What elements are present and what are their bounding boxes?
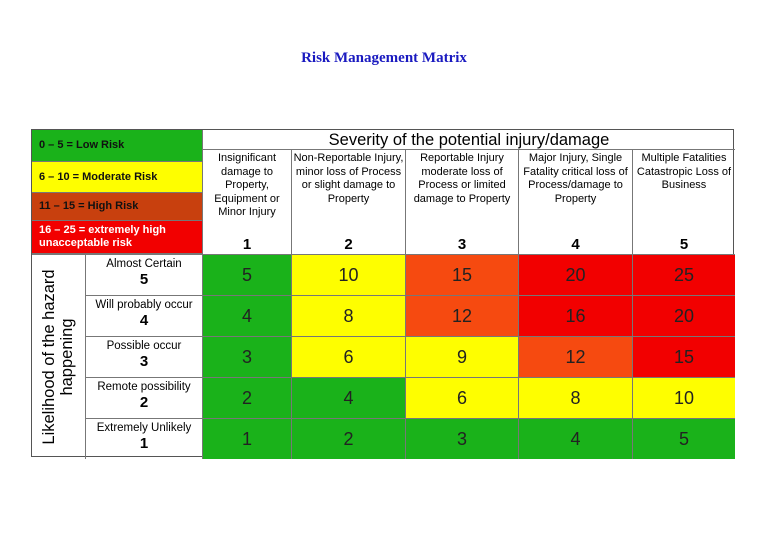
row-header: Will probably occur 4	[85, 295, 202, 336]
likelihood-title: Likelihood of the hazard happening	[40, 269, 76, 445]
column-header-number: 5	[679, 235, 689, 253]
row-header: Possible occur 3	[85, 336, 202, 377]
risk-score-cell: 2	[291, 418, 405, 459]
risk-score-cell: 12	[405, 295, 518, 336]
row-header: Remote possibility 2	[85, 377, 202, 418]
risk-score-cell: 5	[632, 418, 735, 459]
column-header-2: Non-Reportable Injury, minor loss of Pro…	[291, 150, 405, 254]
risk-score-cell: 4	[202, 295, 291, 336]
risk-score-cell: 8	[291, 295, 405, 336]
row-header-label: Will probably occur	[95, 299, 193, 311]
risk-score-cell: 15	[632, 336, 735, 377]
column-header-label: Reportable Injury moderate loss of Proce…	[413, 152, 511, 205]
column-header-label: Non-Reportable Injury, minor loss of Pro…	[293, 152, 404, 205]
column-header-label: Insignificant damage to Property, Equipm…	[214, 152, 280, 218]
column-header-number: 3	[457, 235, 467, 253]
column-header-5: Multiple Fatalities Catastropic Loss of …	[632, 150, 735, 254]
risk-score-cell: 6	[291, 336, 405, 377]
row-header: Extremely Unlikely 1	[85, 418, 202, 459]
risk-score-cell: 20	[632, 295, 735, 336]
column-header-1: Insignificant damage to Property, Equipm…	[202, 150, 291, 254]
column-header-3: Reportable Injury moderate loss of Proce…	[405, 150, 518, 254]
risk-score-cell: 4	[291, 377, 405, 418]
risk-score-cell: 4	[518, 418, 632, 459]
column-header-number: 2	[344, 235, 353, 253]
column-header-number: 4	[571, 235, 580, 253]
row-header-label: Possible occur	[106, 340, 182, 352]
row-header: Almost Certain 5	[85, 254, 202, 295]
risk-score-cell: 16	[518, 295, 632, 336]
risk-score-cell: 3	[405, 418, 518, 459]
row-header-number: 3	[139, 353, 149, 370]
row-header-label: Remote possibility	[97, 381, 191, 393]
legend-moderate: 6 – 10 = Moderate Risk	[32, 162, 202, 193]
risk-score-cell: 15	[405, 254, 518, 295]
risk-score-cell: 1	[202, 418, 291, 459]
row-header-number: 4	[139, 312, 149, 329]
risk-score-cell: 10	[291, 254, 405, 295]
page-title: Risk Management Matrix	[301, 50, 467, 66]
row-header-label: Almost Certain	[106, 258, 182, 270]
risk-score-cell: 8	[518, 377, 632, 418]
column-header-label: Major Injury, Single Fatality critical l…	[523, 152, 628, 205]
column-header-4: Major Injury, Single Fatality critical l…	[518, 150, 632, 254]
risk-score-cell: 20	[518, 254, 632, 295]
risk-matrix: 0 – 5 = Low Risk 6 – 10 = Moderate Risk …	[31, 129, 735, 459]
legend-extreme: 16 – 25 = extremely high unacceptable ri…	[32, 221, 202, 254]
column-header-number: 1	[242, 235, 252, 253]
risk-score-cell: 6	[405, 377, 518, 418]
risk-score-cell: 3	[202, 336, 291, 377]
row-header-number: 2	[139, 394, 149, 411]
risk-score-cell: 25	[632, 254, 735, 295]
legend-high: 11 – 15 = High Risk	[32, 193, 202, 221]
legend-low: 0 – 5 = Low Risk	[32, 130, 202, 162]
risk-score-cell: 12	[518, 336, 632, 377]
risk-score-cell: 5	[202, 254, 291, 295]
row-header-label: Extremely Unlikely	[96, 422, 192, 434]
row-header-number: 1	[139, 435, 149, 452]
likelihood-axis: Likelihood of the hazard happening	[32, 254, 85, 458]
row-header-number: 5	[139, 271, 149, 288]
risk-score-cell: 10	[632, 377, 735, 418]
column-header-label: Multiple Fatalities Catastropic Loss of …	[636, 152, 732, 191]
severity-title: Severity of the potential injury/damage	[202, 130, 735, 150]
risk-score-cell: 9	[405, 336, 518, 377]
risk-score-cell: 2	[202, 377, 291, 418]
